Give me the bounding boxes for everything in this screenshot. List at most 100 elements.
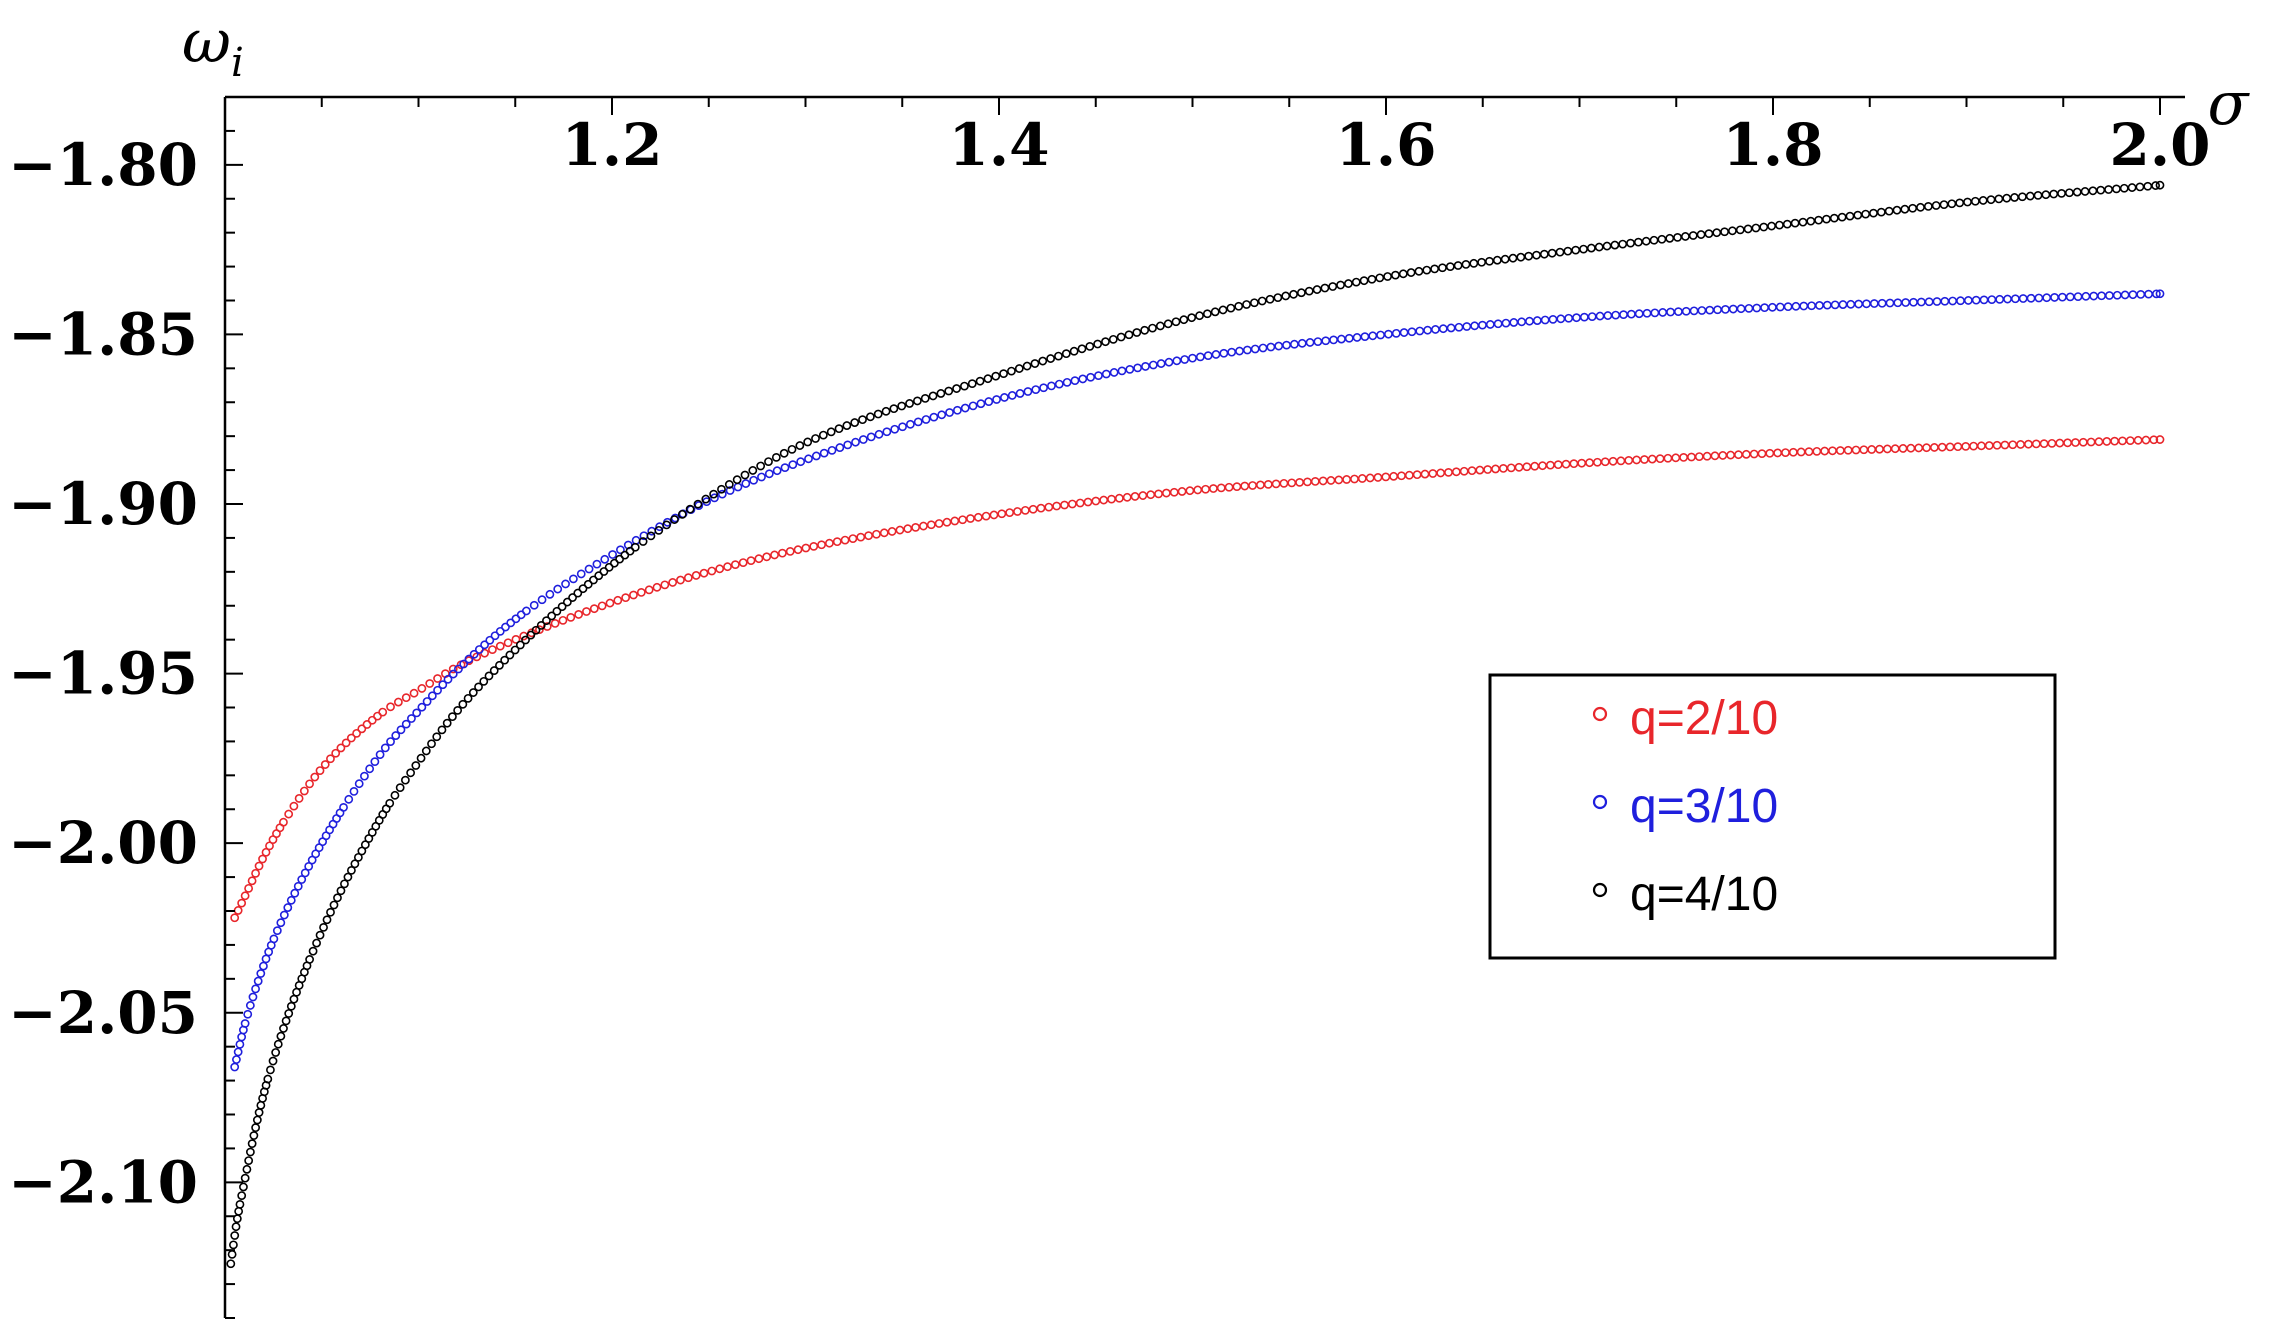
data-point bbox=[1109, 368, 1119, 377]
data-point bbox=[406, 768, 416, 778]
data-point bbox=[936, 389, 946, 398]
data-point bbox=[308, 946, 318, 956]
data-point bbox=[412, 708, 422, 718]
series-2 bbox=[230, 289, 2165, 1072]
data-point bbox=[1203, 351, 1213, 361]
data-point bbox=[1406, 268, 1416, 277]
data-point bbox=[284, 1009, 294, 1018]
data-point bbox=[1038, 356, 1048, 366]
data-point bbox=[375, 750, 385, 759]
data-point bbox=[683, 573, 693, 583]
data-point bbox=[1398, 269, 1408, 279]
data-point bbox=[562, 597, 572, 607]
data-point bbox=[386, 702, 395, 712]
data-point bbox=[237, 1191, 247, 1200]
data-point bbox=[437, 725, 447, 735]
data-point bbox=[305, 779, 314, 789]
data-point bbox=[545, 589, 555, 599]
data-point bbox=[305, 955, 315, 964]
data-point bbox=[1077, 344, 1087, 354]
data-point bbox=[1030, 359, 1040, 368]
legend-entries: q=2/10 q=3/10 q=4/10 bbox=[1592, 692, 1778, 921]
data-point bbox=[1336, 280, 1345, 290]
data-point bbox=[401, 719, 411, 729]
data-point bbox=[983, 374, 993, 384]
series-3 bbox=[226, 180, 2165, 1269]
data-point bbox=[484, 671, 494, 681]
data-point bbox=[312, 938, 321, 948]
legend: q=2/10 q=3/10 q=4/10 bbox=[1488, 673, 2057, 960]
data-point bbox=[717, 484, 726, 494]
data-point bbox=[1069, 346, 1079, 356]
data-point bbox=[411, 761, 421, 770]
data-point bbox=[992, 395, 1001, 404]
data-point bbox=[865, 412, 875, 422]
data-point bbox=[271, 1048, 281, 1057]
data-point bbox=[905, 399, 914, 408]
data-point bbox=[1195, 311, 1204, 321]
data-point bbox=[268, 1056, 278, 1066]
x-tick-label: 1.4 bbox=[949, 111, 1050, 179]
data-point bbox=[2152, 289, 2161, 299]
data-point bbox=[1249, 298, 1259, 308]
data-point bbox=[276, 1031, 286, 1041]
data-point bbox=[864, 531, 873, 541]
data-point bbox=[1202, 309, 1212, 319]
data-point bbox=[991, 371, 1001, 381]
legend-marker bbox=[1592, 882, 1608, 898]
data-point bbox=[353, 852, 363, 862]
data-point bbox=[448, 664, 458, 674]
data-point bbox=[333, 893, 342, 903]
data-point bbox=[919, 521, 928, 531]
data-point bbox=[1273, 293, 1283, 302]
data-point bbox=[1125, 364, 1135, 374]
data-point bbox=[583, 579, 593, 589]
data-point bbox=[531, 625, 541, 635]
data-point bbox=[1101, 337, 1110, 347]
data-point bbox=[1014, 364, 1024, 373]
data-point bbox=[881, 406, 891, 416]
data-point bbox=[240, 891, 250, 901]
data-point bbox=[724, 480, 734, 489]
data-point bbox=[235, 1199, 245, 1209]
data-point bbox=[984, 397, 994, 406]
data-point bbox=[1281, 291, 1291, 301]
data-point bbox=[409, 688, 419, 698]
y-tick-label: −2.00 bbox=[8, 809, 198, 877]
data-point bbox=[322, 915, 332, 925]
data-point bbox=[662, 520, 672, 530]
data-point bbox=[621, 593, 631, 603]
data-point bbox=[950, 516, 960, 526]
data-point bbox=[1156, 359, 1166, 368]
data-point bbox=[787, 444, 797, 454]
data-point bbox=[501, 622, 510, 632]
data-point bbox=[511, 634, 521, 644]
data-point bbox=[811, 451, 821, 461]
data-point bbox=[835, 443, 845, 452]
data-point bbox=[293, 881, 303, 891]
data-point bbox=[489, 666, 499, 675]
data-point bbox=[958, 515, 968, 525]
data-point bbox=[730, 560, 740, 570]
data-point bbox=[764, 469, 774, 479]
data-point bbox=[266, 1065, 275, 1075]
data-point bbox=[500, 655, 510, 665]
data-point bbox=[243, 1009, 253, 1019]
data-point bbox=[764, 457, 773, 467]
data-point bbox=[230, 1231, 240, 1240]
data-point bbox=[326, 754, 335, 764]
data-point bbox=[874, 429, 884, 439]
data-point bbox=[1188, 353, 1197, 363]
data-point bbox=[454, 664, 463, 674]
data-point bbox=[279, 817, 288, 827]
data-point bbox=[1320, 283, 1330, 293]
data-point bbox=[1148, 323, 1157, 333]
data-point bbox=[944, 386, 954, 396]
data-point bbox=[315, 766, 325, 776]
x-tick-label: 1.6 bbox=[1336, 111, 1437, 179]
data-point bbox=[1094, 371, 1103, 381]
data-point bbox=[343, 872, 353, 882]
data-point bbox=[999, 369, 1008, 379]
data-point bbox=[310, 772, 320, 782]
data-point bbox=[464, 654, 474, 664]
